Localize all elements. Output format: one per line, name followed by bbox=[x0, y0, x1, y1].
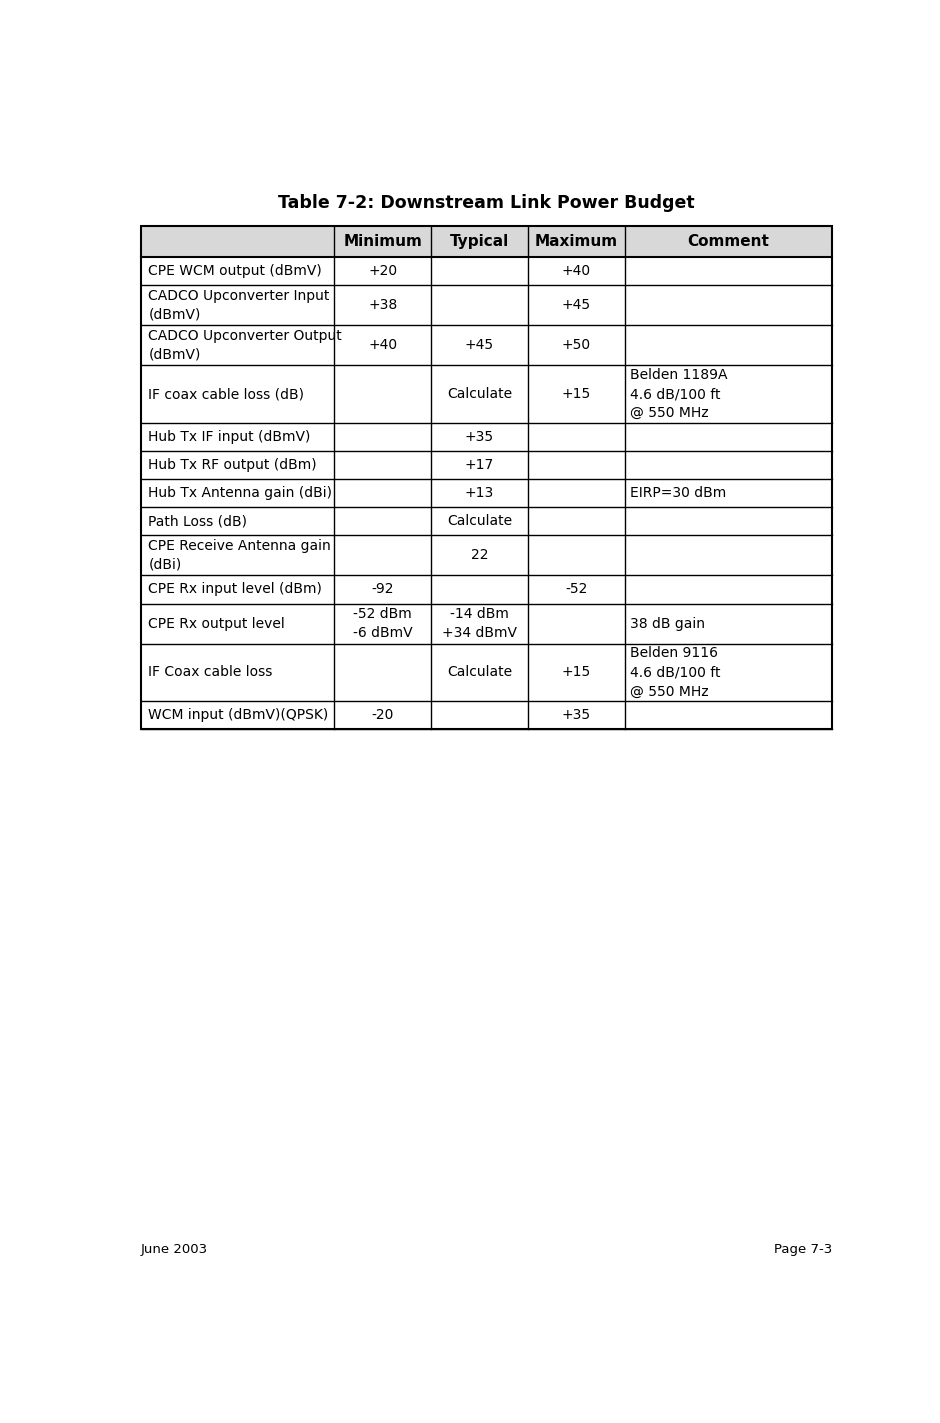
Text: Belden 1189A
4.6 dB/100 ft
@ 550 MHz: Belden 1189A 4.6 dB/100 ft @ 550 MHz bbox=[630, 369, 728, 420]
Text: Hub Tx IF input (dBmV): Hub Tx IF input (dBmV) bbox=[149, 430, 311, 444]
Text: CADCO Upconverter Input
(dBmV): CADCO Upconverter Input (dBmV) bbox=[149, 289, 330, 322]
Text: Path Loss (dB): Path Loss (dB) bbox=[149, 514, 247, 528]
Text: Hub Tx Antenna gain (dBi): Hub Tx Antenna gain (dBi) bbox=[149, 487, 333, 501]
Text: CADCO Upconverter Output
(dBmV): CADCO Upconverter Output (dBmV) bbox=[149, 329, 342, 361]
Text: -14 dBm
+34 dBmV: -14 dBm +34 dBmV bbox=[442, 608, 517, 640]
Text: CPE Receive Antenna gain
(dBi): CPE Receive Antenna gain (dBi) bbox=[149, 539, 331, 572]
Text: WCM input (dBmV)(QPSK): WCM input (dBmV)(QPSK) bbox=[149, 709, 329, 723]
Text: Calculate: Calculate bbox=[446, 387, 512, 401]
Text: CPE WCM output (dBmV): CPE WCM output (dBmV) bbox=[149, 265, 322, 277]
Text: Belden 9116
4.6 dB/100 ft
@ 550 MHz: Belden 9116 4.6 dB/100 ft @ 550 MHz bbox=[630, 646, 721, 699]
Text: +15: +15 bbox=[561, 387, 591, 401]
Text: -20: -20 bbox=[371, 709, 394, 723]
Text: +13: +13 bbox=[465, 487, 494, 501]
Text: +17: +17 bbox=[465, 458, 494, 472]
Text: 22: 22 bbox=[471, 548, 488, 562]
Text: Comment: Comment bbox=[687, 235, 769, 249]
Text: Minimum: Minimum bbox=[343, 235, 422, 249]
Text: Calculate: Calculate bbox=[446, 666, 512, 679]
Text: +45: +45 bbox=[562, 299, 591, 312]
Text: +45: +45 bbox=[465, 339, 494, 351]
Text: Typical: Typical bbox=[450, 235, 509, 249]
Text: +35: +35 bbox=[562, 709, 591, 723]
Text: +20: +20 bbox=[368, 265, 398, 277]
Text: +40: +40 bbox=[368, 339, 398, 351]
Text: June 2003: June 2003 bbox=[141, 1244, 208, 1257]
Text: +15: +15 bbox=[561, 666, 591, 679]
Text: IF Coax cable loss: IF Coax cable loss bbox=[149, 666, 273, 679]
Text: Table 7-2: Downstream Link Power Budget: Table 7-2: Downstream Link Power Budget bbox=[278, 194, 695, 212]
Text: EIRP=30 dBm: EIRP=30 dBm bbox=[630, 487, 727, 501]
Bar bbox=[141, 226, 832, 258]
Text: Hub Tx RF output (dBm): Hub Tx RF output (dBm) bbox=[149, 458, 317, 472]
Text: -92: -92 bbox=[371, 582, 394, 596]
Text: -52: -52 bbox=[565, 582, 588, 596]
Text: IF coax cable loss (dB): IF coax cable loss (dB) bbox=[149, 387, 305, 401]
Text: +35: +35 bbox=[465, 430, 494, 444]
Text: +50: +50 bbox=[562, 339, 591, 351]
Text: 38 dB gain: 38 dB gain bbox=[630, 616, 705, 630]
Text: CPE Rx input level (dBm): CPE Rx input level (dBm) bbox=[149, 582, 322, 596]
Text: +38: +38 bbox=[368, 299, 398, 312]
Bar bbox=[141, 226, 832, 730]
Text: Maximum: Maximum bbox=[535, 235, 618, 249]
Text: CPE Rx output level: CPE Rx output level bbox=[149, 616, 285, 630]
Text: Calculate: Calculate bbox=[446, 514, 512, 528]
Text: Page 7-3: Page 7-3 bbox=[774, 1244, 832, 1257]
Text: -52 dBm
-6 dBmV: -52 dBm -6 dBmV bbox=[352, 608, 413, 640]
Text: +40: +40 bbox=[562, 265, 591, 277]
